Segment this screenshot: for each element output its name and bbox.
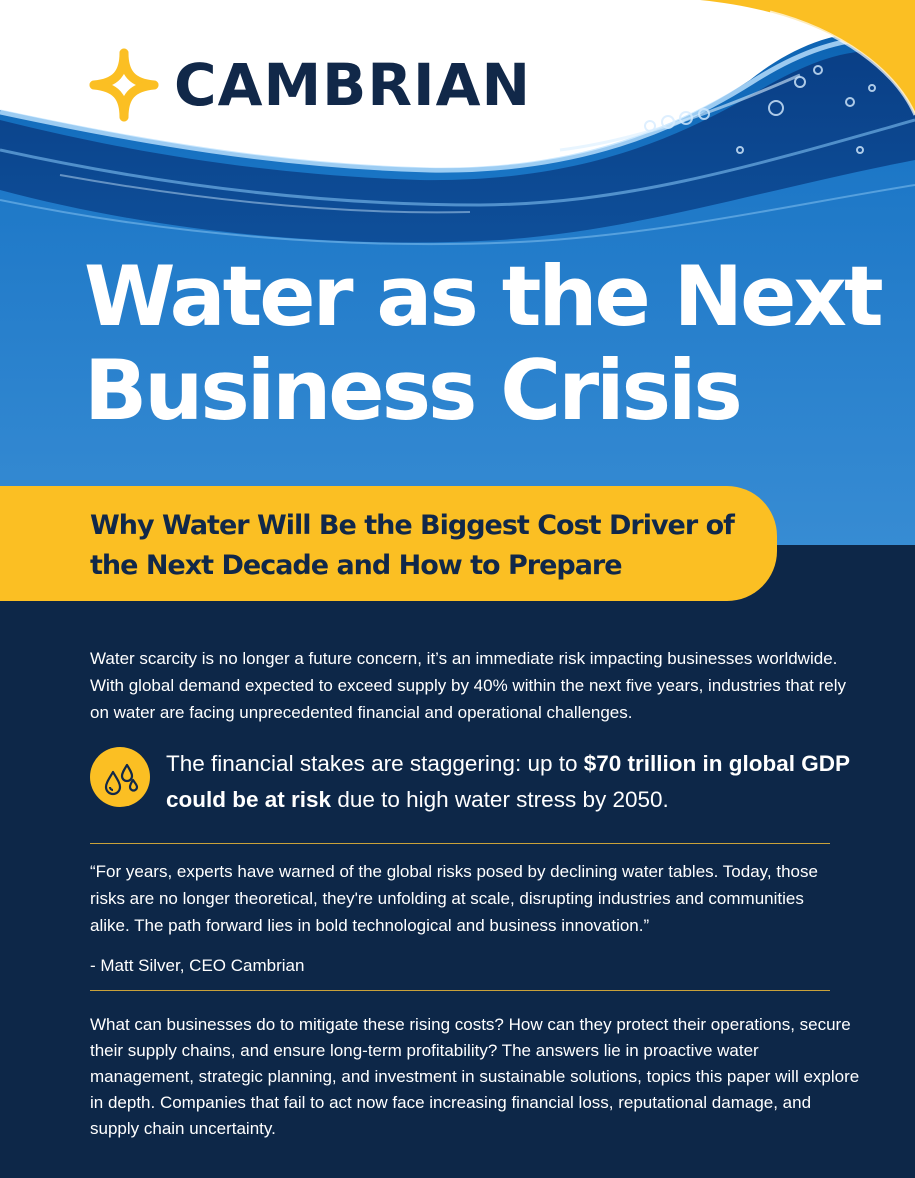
divider-bottom <box>90 990 830 991</box>
water-drops-icon <box>90 747 150 807</box>
subtitle-band <box>0 486 777 601</box>
quote-attribution: - Matt Silver, CEO Cambrian <box>90 956 305 975</box>
subtitle: Why Water Will Be the Biggest Cost Drive… <box>90 506 770 586</box>
water-wave-image <box>0 0 915 545</box>
divider-top <box>90 843 830 844</box>
hero-banner: CAMBRIAN Water as the Next Business Cris… <box>0 0 915 545</box>
page-title: Water as the Next Business Crisis <box>84 250 894 438</box>
subtitle-line-2: the Next Decade and How to Prepare <box>90 550 623 581</box>
cambrian-logo: CAMBRIAN <box>86 48 531 122</box>
quote-text: “For years, experts have warned of the g… <box>90 862 818 935</box>
closing-paragraph: What can businesses do to mitigate these… <box>90 1015 860 1138</box>
callout-highlight: $70 trillion in global GDP could be at r… <box>166 751 850 812</box>
brand-name: CAMBRIAN <box>174 51 532 119</box>
callout-tail: due to high water stress by 2050. <box>331 787 669 812</box>
cambrian-star-icon <box>89 48 159 122</box>
subtitle-line-1: Why Water Will Be the Biggest Cost Drive… <box>90 510 735 541</box>
callout-text: The financial stakes are staggering: up … <box>166 746 866 818</box>
intro-paragraph: Water scarcity is no longer a future con… <box>90 649 846 722</box>
callout-lead: The financial stakes are staggering: up … <box>166 751 584 776</box>
title-line-2: Business Crisis <box>84 342 743 439</box>
title-line-1: Water as the Next <box>84 248 884 345</box>
